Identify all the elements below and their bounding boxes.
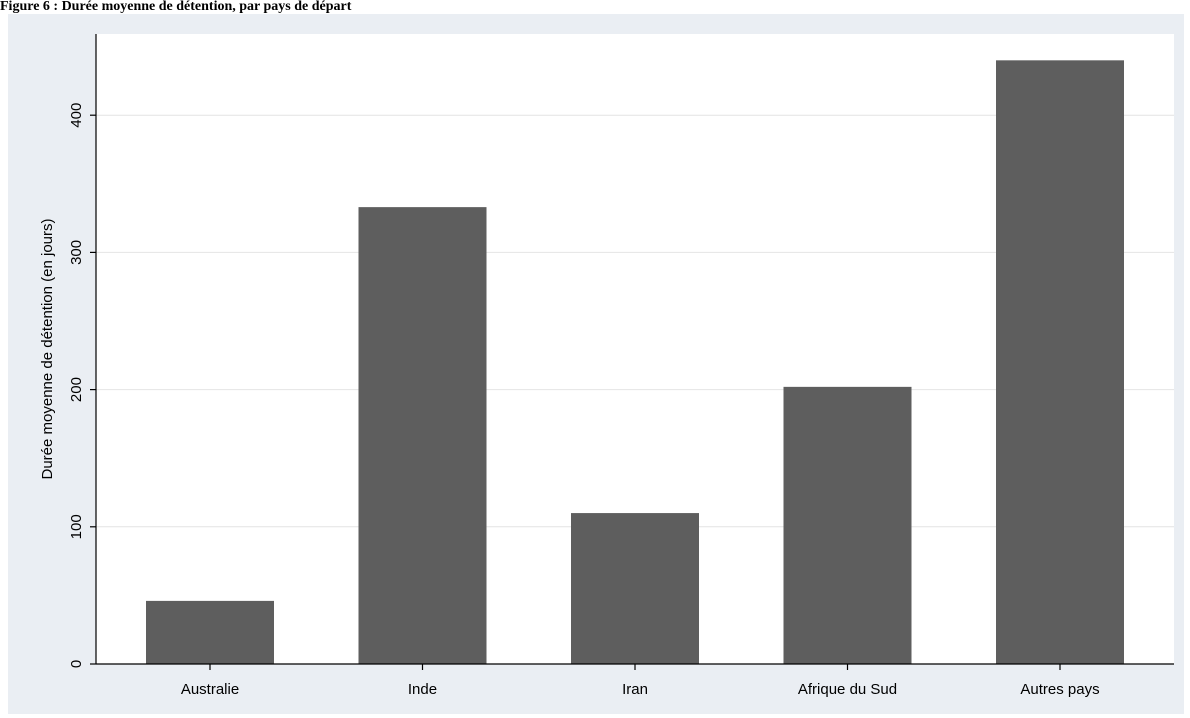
y-axis-ticks: 0 100 200 300 400	[68, 103, 96, 668]
bar-iran	[571, 513, 699, 664]
y-tick-label: 100	[68, 514, 85, 539]
bar-inde	[358, 207, 487, 664]
x-tick-label: Autres pays	[1020, 681, 1099, 698]
y-tick-label: 400	[68, 103, 85, 128]
y-axis-title: Durée moyenne de détention (en jours)	[39, 219, 56, 480]
x-tick-label: Inde	[408, 681, 437, 698]
y-tick-label: 200	[68, 377, 85, 402]
bar-afrique-du-sud	[783, 386, 912, 664]
x-tick-label: Iran	[622, 681, 648, 698]
figure-caption: Figure 6 : Durée moyenne de détention, p…	[0, 0, 352, 14]
y-tick-label: 0	[68, 660, 85, 668]
gridlines	[96, 114, 1174, 528]
bar-autres-pays	[996, 60, 1124, 664]
x-tick-label: Afrique du Sud	[798, 681, 897, 698]
bar-australie	[146, 600, 274, 664]
x-axis-ticks: Australie Inde Iran Afrique du Sud Autres pa…	[181, 664, 1100, 698]
bars	[146, 60, 1124, 664]
x-tick-label: Australie	[181, 681, 239, 698]
y-tick-label: 300	[68, 240, 85, 265]
